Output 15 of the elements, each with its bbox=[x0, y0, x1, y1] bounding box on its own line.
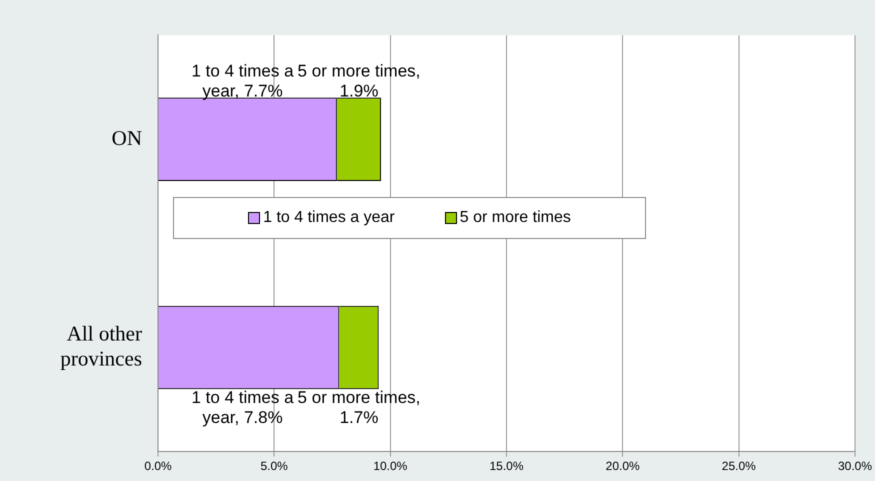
annotation: 5 or more times, 1.7% bbox=[298, 388, 420, 428]
annotation: 1 to 4 times a year, 7.7% bbox=[192, 62, 294, 101]
annotation: 5 or more times, 1.9% bbox=[298, 62, 420, 101]
annotation: 1 to 4 times a year, 7.8% bbox=[192, 388, 294, 428]
x-tick-label: 10.0% bbox=[373, 459, 408, 474]
y-tick-label: All other provinces bbox=[60, 321, 142, 371]
legend-label: 5 or more times bbox=[460, 209, 571, 227]
x-tick-label: 5.0% bbox=[260, 459, 288, 474]
legend-label: 1 to 4 times a year bbox=[263, 209, 395, 227]
x-tick-label: 0.0% bbox=[144, 459, 172, 474]
x-tick-label: 30.0% bbox=[838, 459, 872, 474]
x-tick-label: 20.0% bbox=[606, 459, 640, 474]
x-tick-label: 15.0% bbox=[489, 459, 524, 474]
y-tick-label: ON bbox=[112, 126, 142, 150]
x-tick-label: 25.0% bbox=[722, 459, 756, 474]
